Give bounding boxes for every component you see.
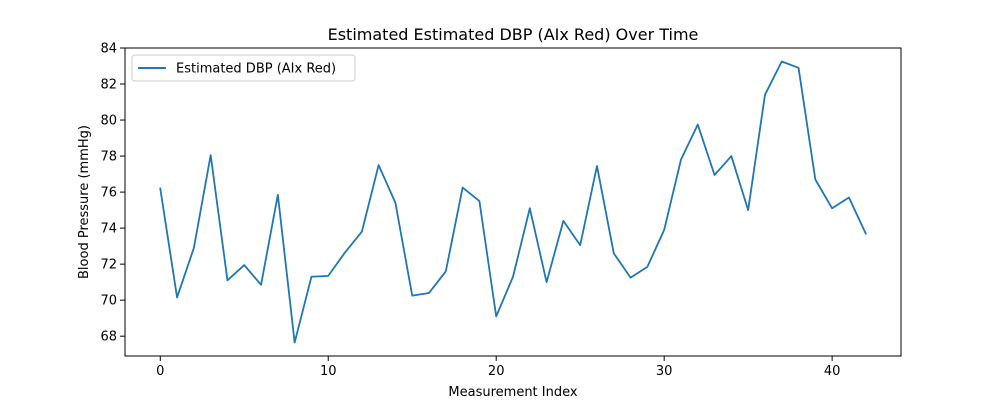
y-tick-label: 70 xyxy=(100,294,117,309)
x-axis-label: Measurement Index xyxy=(448,385,577,400)
y-axis: 68 70 72 74 76 78 80 82 84 xyxy=(100,42,125,345)
x-tick-label: 40 xyxy=(824,364,841,379)
legend-box xyxy=(131,54,356,82)
y-tick-label: 80 xyxy=(100,114,117,129)
chart-title: Estimated Estimated DBP (AIx Red) Over T… xyxy=(328,25,699,44)
x-tick-label: 10 xyxy=(320,364,337,379)
x-tick-label: 0 xyxy=(156,364,164,379)
plot-area xyxy=(159,60,867,344)
x-tick-label: 20 xyxy=(488,364,505,379)
y-tick-label: 78 xyxy=(100,150,117,165)
x-axis: 0 10 20 30 40 xyxy=(156,356,840,379)
y-tick-label: 68 xyxy=(100,330,117,345)
y-tick-label: 74 xyxy=(100,222,117,237)
legend: Estimated DBP (AIx Red) xyxy=(131,54,356,82)
x-tick-label: 30 xyxy=(656,364,673,379)
y-tick-label: 82 xyxy=(100,78,117,93)
axes-frame xyxy=(124,47,902,357)
y-axis-label: Blood Pressure (mmHg) xyxy=(77,125,92,279)
y-tick-label: 84 xyxy=(100,42,117,57)
y-tick-label: 76 xyxy=(100,186,117,201)
legend-label: Estimated DBP (AIx Red) xyxy=(176,62,336,77)
y-tick-label: 72 xyxy=(100,258,117,273)
series-line xyxy=(159,60,867,344)
